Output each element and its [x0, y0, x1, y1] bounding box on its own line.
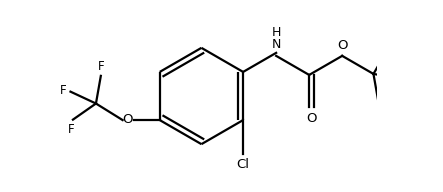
Text: O: O: [122, 113, 133, 126]
Text: Cl: Cl: [237, 158, 250, 171]
Text: F: F: [60, 84, 66, 97]
Text: F: F: [68, 123, 74, 136]
Text: O: O: [337, 39, 347, 52]
Text: H
N: H N: [272, 26, 281, 51]
Text: O: O: [306, 112, 316, 125]
Text: F: F: [97, 60, 104, 73]
